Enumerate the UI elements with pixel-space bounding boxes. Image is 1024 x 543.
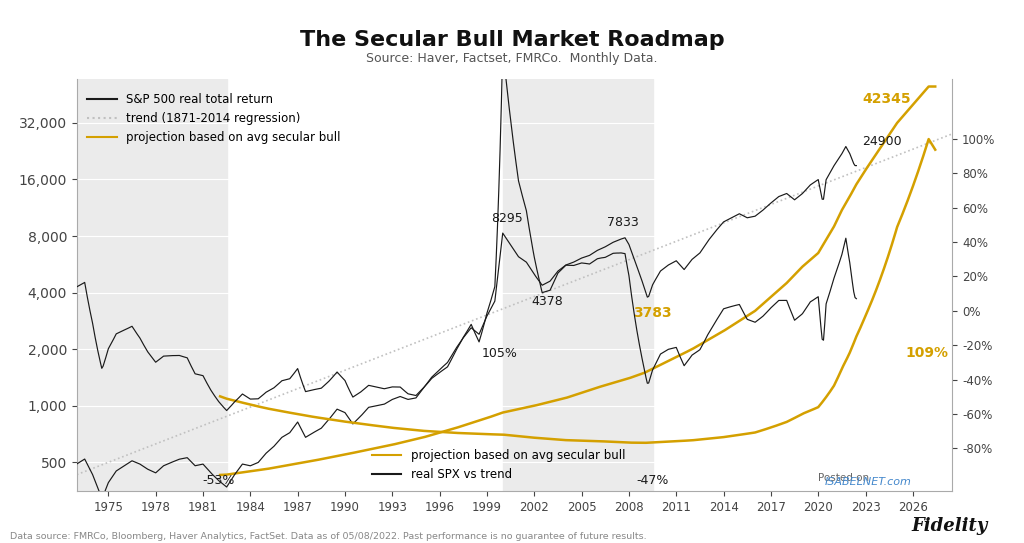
Legend: projection based on avg secular bull, real SPX vs trend: projection based on avg secular bull, re… [372, 450, 625, 482]
Bar [503, 79, 652, 491]
Text: 3783: 3783 [633, 306, 672, 320]
Text: -47%: -47% [636, 474, 669, 487]
Text: 24900: 24900 [862, 135, 902, 148]
Text: 8295: 8295 [492, 212, 523, 225]
Text: Data source: FMRCo, Bloomberg, Haver Analytics, FactSet. Data as of 05/08/2022. : Data source: FMRCo, Bloomberg, Haver Ana… [10, 532, 647, 541]
Text: 105%: 105% [481, 347, 517, 360]
Text: Source: Haver, Factset, FMRCo.  Monthly Data.: Source: Haver, Factset, FMRCo. Monthly D… [367, 52, 657, 65]
Text: 7833: 7833 [607, 216, 639, 229]
Text: Fidelity: Fidelity [911, 517, 988, 535]
Bar [77, 79, 226, 491]
Text: -53%: -53% [203, 474, 234, 487]
Text: The Secular Bull Market Roadmap: The Secular Bull Market Roadmap [300, 30, 724, 50]
Text: 42345: 42345 [862, 92, 911, 106]
Text: ISABELNET.com: ISABELNET.com [824, 477, 911, 487]
Text: 109%: 109% [905, 346, 948, 361]
Text: Posted on: Posted on [818, 472, 869, 483]
Text: 4378: 4378 [531, 295, 563, 308]
